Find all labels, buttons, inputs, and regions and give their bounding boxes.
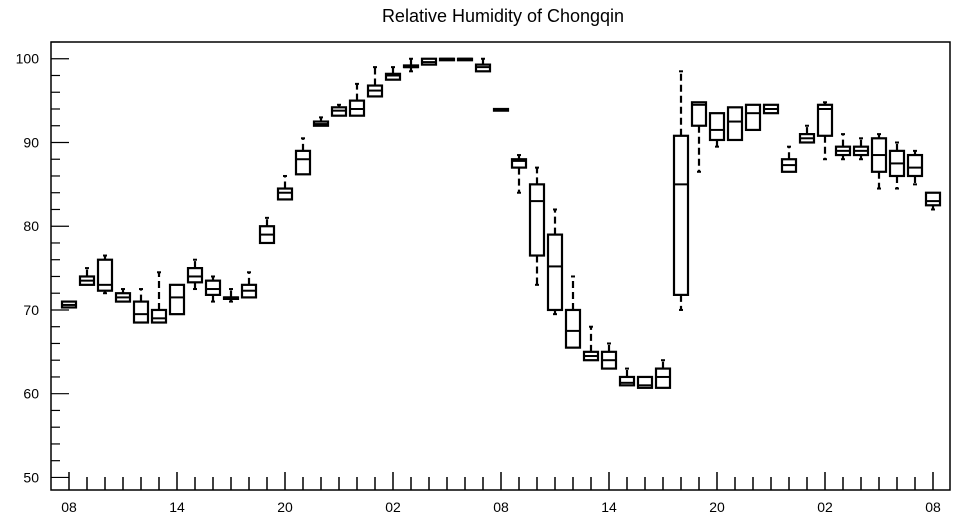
iqr-box — [294, 149, 312, 176]
iqr-box — [654, 367, 672, 389]
chart-title: Relative Humidity of Chongqin — [382, 6, 624, 26]
iqr-box — [618, 375, 636, 387]
y-tick-label: 80 — [23, 218, 39, 234]
box-hour-35 — [690, 101, 708, 173]
iqr-box — [168, 283, 186, 316]
box-hour-22 — [456, 57, 474, 62]
box-hour-0 — [60, 300, 78, 309]
x-tick-label: 20 — [277, 499, 293, 515]
y-tick-label: 50 — [23, 469, 39, 485]
box-hour-8 — [204, 275, 222, 303]
axis-layer: 50 60 70 80 90 100 08 14 20 02 08 14 20 02 08 — [16, 41, 941, 515]
box-hour-43 — [834, 133, 852, 161]
box-hour-4 — [132, 288, 150, 324]
x-tick-label: 08 — [925, 499, 941, 515]
box-hour-48 — [924, 191, 942, 211]
iqr-box — [186, 266, 204, 284]
box-hour-41 — [798, 124, 816, 144]
box-hour-23 — [474, 57, 492, 73]
box-hour-11 — [258, 216, 276, 245]
iqr-box — [510, 158, 528, 169]
y-tick-label: 90 — [23, 134, 39, 150]
x-tick-label: 08 — [61, 499, 77, 515]
box-hour-12 — [276, 174, 294, 201]
box-hour-1 — [78, 267, 96, 286]
box-hour-17 — [366, 66, 384, 98]
iqr-box — [906, 153, 924, 178]
box-hour-27 — [546, 208, 564, 316]
box-hour-15 — [330, 103, 348, 117]
box-hour-14 — [312, 116, 330, 127]
box-hour-2 — [96, 254, 114, 295]
iqr-box — [96, 258, 114, 292]
iqr-box — [150, 308, 168, 324]
box-hour-47 — [906, 149, 924, 186]
box-hour-38 — [744, 103, 762, 132]
iqr-box — [924, 191, 942, 207]
x-tick-label: 08 — [493, 499, 509, 515]
box-hour-42 — [816, 101, 834, 161]
x-tick-label: 20 — [709, 499, 725, 515]
box-hour-10 — [240, 271, 258, 299]
box-hour-32 — [636, 375, 654, 389]
box-hour-7 — [186, 258, 204, 291]
x-tick-label: 14 — [601, 499, 617, 515]
iqr-box — [708, 112, 726, 142]
box-hour-33 — [654, 359, 672, 389]
box-hour-20 — [420, 57, 438, 66]
box-hour-37 — [726, 106, 744, 142]
box-hour-36 — [708, 112, 726, 148]
box-hour-6 — [168, 283, 186, 316]
box-hour-5 — [150, 271, 168, 324]
y-tick-label: 100 — [16, 51, 40, 67]
iqr-box — [546, 233, 564, 312]
box-hour-44 — [852, 137, 870, 161]
box-hour-29 — [582, 325, 600, 362]
box-hour-18 — [384, 66, 402, 81]
iqr-box — [204, 279, 222, 296]
x-tick-label: 02 — [385, 499, 401, 515]
box-hour-25 — [510, 154, 528, 194]
x-tick-label: 14 — [169, 499, 185, 515]
box-hour-31 — [618, 367, 636, 387]
y-tick-label: 70 — [23, 302, 39, 318]
box-hour-21 — [438, 57, 456, 62]
box-hour-9 — [222, 288, 240, 303]
iqr-box — [564, 308, 582, 349]
box-layer — [60, 57, 942, 389]
iqr-box — [726, 106, 744, 142]
box-hour-30 — [600, 342, 618, 370]
box-hour-34 — [672, 70, 690, 311]
x-tick-label: 02 — [817, 499, 833, 515]
box-hour-39 — [762, 103, 780, 115]
box-hour-45 — [870, 133, 888, 190]
box-hour-26 — [528, 166, 546, 286]
iqr-box — [744, 103, 762, 132]
iqr-box — [816, 103, 834, 137]
box-hour-46 — [888, 141, 906, 190]
iqr-box — [636, 375, 654, 389]
box-hour-3 — [114, 288, 132, 303]
box-hour-19 — [402, 57, 420, 73]
box-hour-28 — [564, 275, 582, 349]
box-hour-16 — [348, 82, 366, 117]
iqr-box — [690, 101, 708, 127]
iqr-box — [276, 187, 294, 201]
box-hour-13 — [294, 137, 312, 176]
box-hour-40 — [780, 145, 798, 173]
iqr-box — [132, 300, 150, 324]
iqr-box — [672, 134, 690, 296]
box-hour-24 — [492, 107, 510, 112]
iqr-box — [528, 183, 546, 257]
iqr-box — [384, 72, 402, 81]
y-tick-label: 60 — [23, 386, 39, 402]
